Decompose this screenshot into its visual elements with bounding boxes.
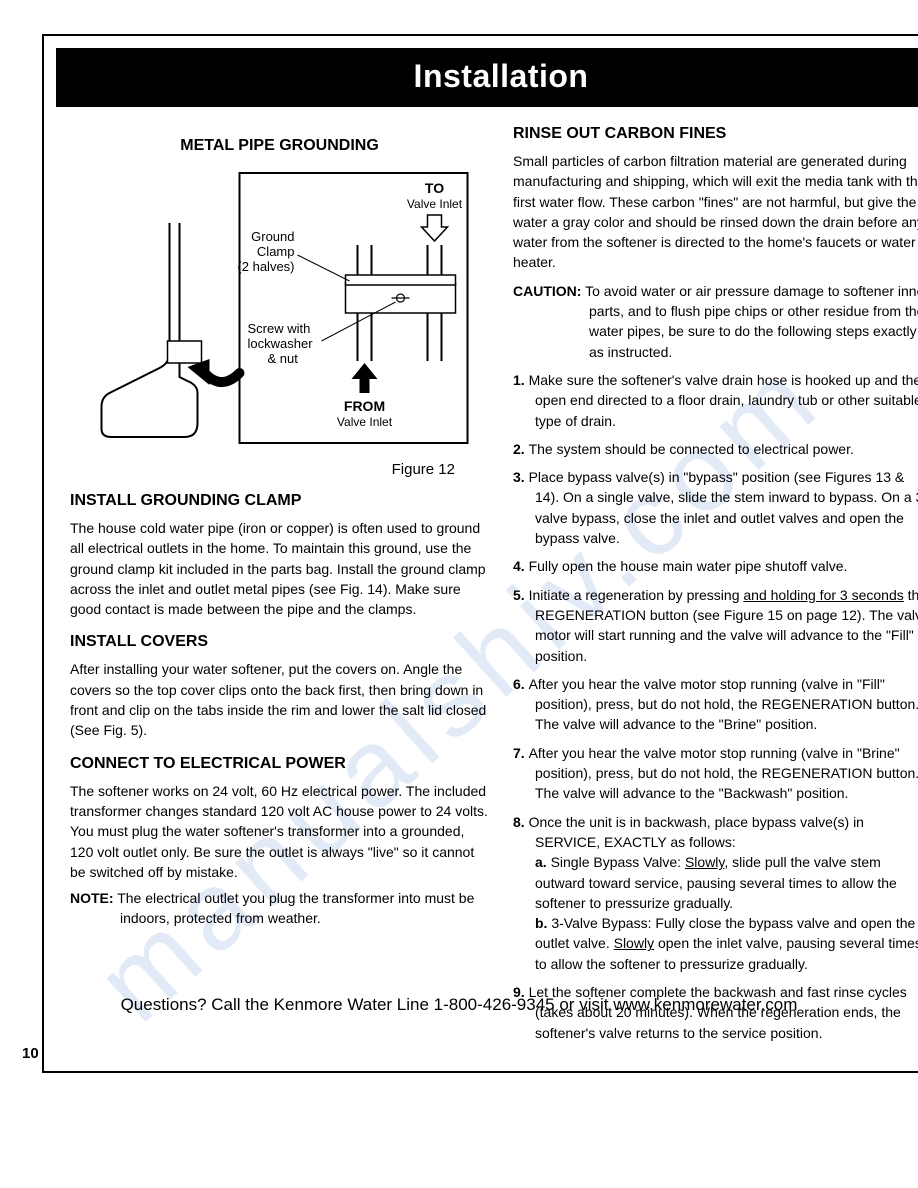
svg-text:TO: TO	[425, 180, 444, 196]
step-8: Once the unit is in backwash, place bypa…	[513, 812, 918, 974]
svg-text:FROM: FROM	[344, 398, 385, 414]
steps-list: Make sure the softener's valve drain hos…	[513, 370, 918, 1043]
heading-connect-power: CONNECT TO ELECTRICAL POWER	[70, 755, 489, 773]
left-column: METAL PIPE GROUNDING TO Valve Inlet FROM…	[70, 123, 489, 1051]
svg-text:(2 halves): (2 halves)	[237, 259, 294, 274]
footer-line: Questions? Call the Kenmore Water Line 1…	[0, 995, 918, 1015]
step-2: The system should be connected to electr…	[513, 439, 918, 459]
figure-12: TO Valve Inlet FROM Valve Inlet	[70, 163, 489, 453]
step-7: After you hear the valve motor stop runn…	[513, 743, 918, 804]
heading-install-covers: INSTALL COVERS	[70, 633, 489, 651]
page-number: 10	[22, 1045, 918, 1062]
para-install-clamp: The house cold water pipe (iron or coppe…	[70, 518, 489, 619]
svg-text:& nut: & nut	[268, 351, 299, 366]
heading-install-clamp: INSTALL GROUNDING CLAMP	[70, 492, 489, 510]
figure-12-svg: TO Valve Inlet FROM Valve Inlet	[70, 163, 489, 453]
two-columns: METAL PIPE GROUNDING TO Valve Inlet FROM…	[44, 107, 918, 1071]
svg-text:Clamp: Clamp	[257, 244, 295, 259]
para-rinse: Small particles of carbon filtration mat…	[513, 151, 918, 273]
figure-caption: Figure 12	[70, 461, 455, 478]
svg-text:Valve Inlet: Valve Inlet	[407, 197, 463, 211]
para-connect-power: The softener works on 24 volt, 60 Hz ele…	[70, 781, 489, 882]
step-6: After you hear the valve motor stop runn…	[513, 674, 918, 735]
step-1: Make sure the softener's valve drain hos…	[513, 370, 918, 431]
step-3: Place bypass valve(s) in "bypass" positi…	[513, 467, 918, 548]
para-install-covers: After installing your water softener, pu…	[70, 659, 489, 740]
step-5: Initiate a regeneration by pressing and …	[513, 585, 918, 666]
note-power: NOTE: The electrical outlet you plug the…	[70, 888, 489, 929]
page-frame: Installation METAL PIPE GROUNDING TO Val…	[42, 34, 918, 1073]
svg-text:lockwasher: lockwasher	[248, 336, 314, 351]
heading-rinse: RINSE OUT CARBON FINES	[513, 125, 918, 143]
svg-text:Screw with: Screw with	[248, 321, 311, 336]
heading-pipe-grounding: METAL PIPE GROUNDING	[70, 137, 489, 155]
svg-text:Ground: Ground	[251, 229, 294, 244]
section-banner: Installation	[56, 48, 918, 107]
step-4: Fully open the house main water pipe shu…	[513, 556, 918, 576]
right-column: RINSE OUT CARBON FINES Small particles o…	[513, 123, 918, 1051]
caution-block: CAUTION: To avoid water or air pressure …	[513, 281, 918, 362]
svg-text:Valve Inlet: Valve Inlet	[337, 415, 393, 429]
